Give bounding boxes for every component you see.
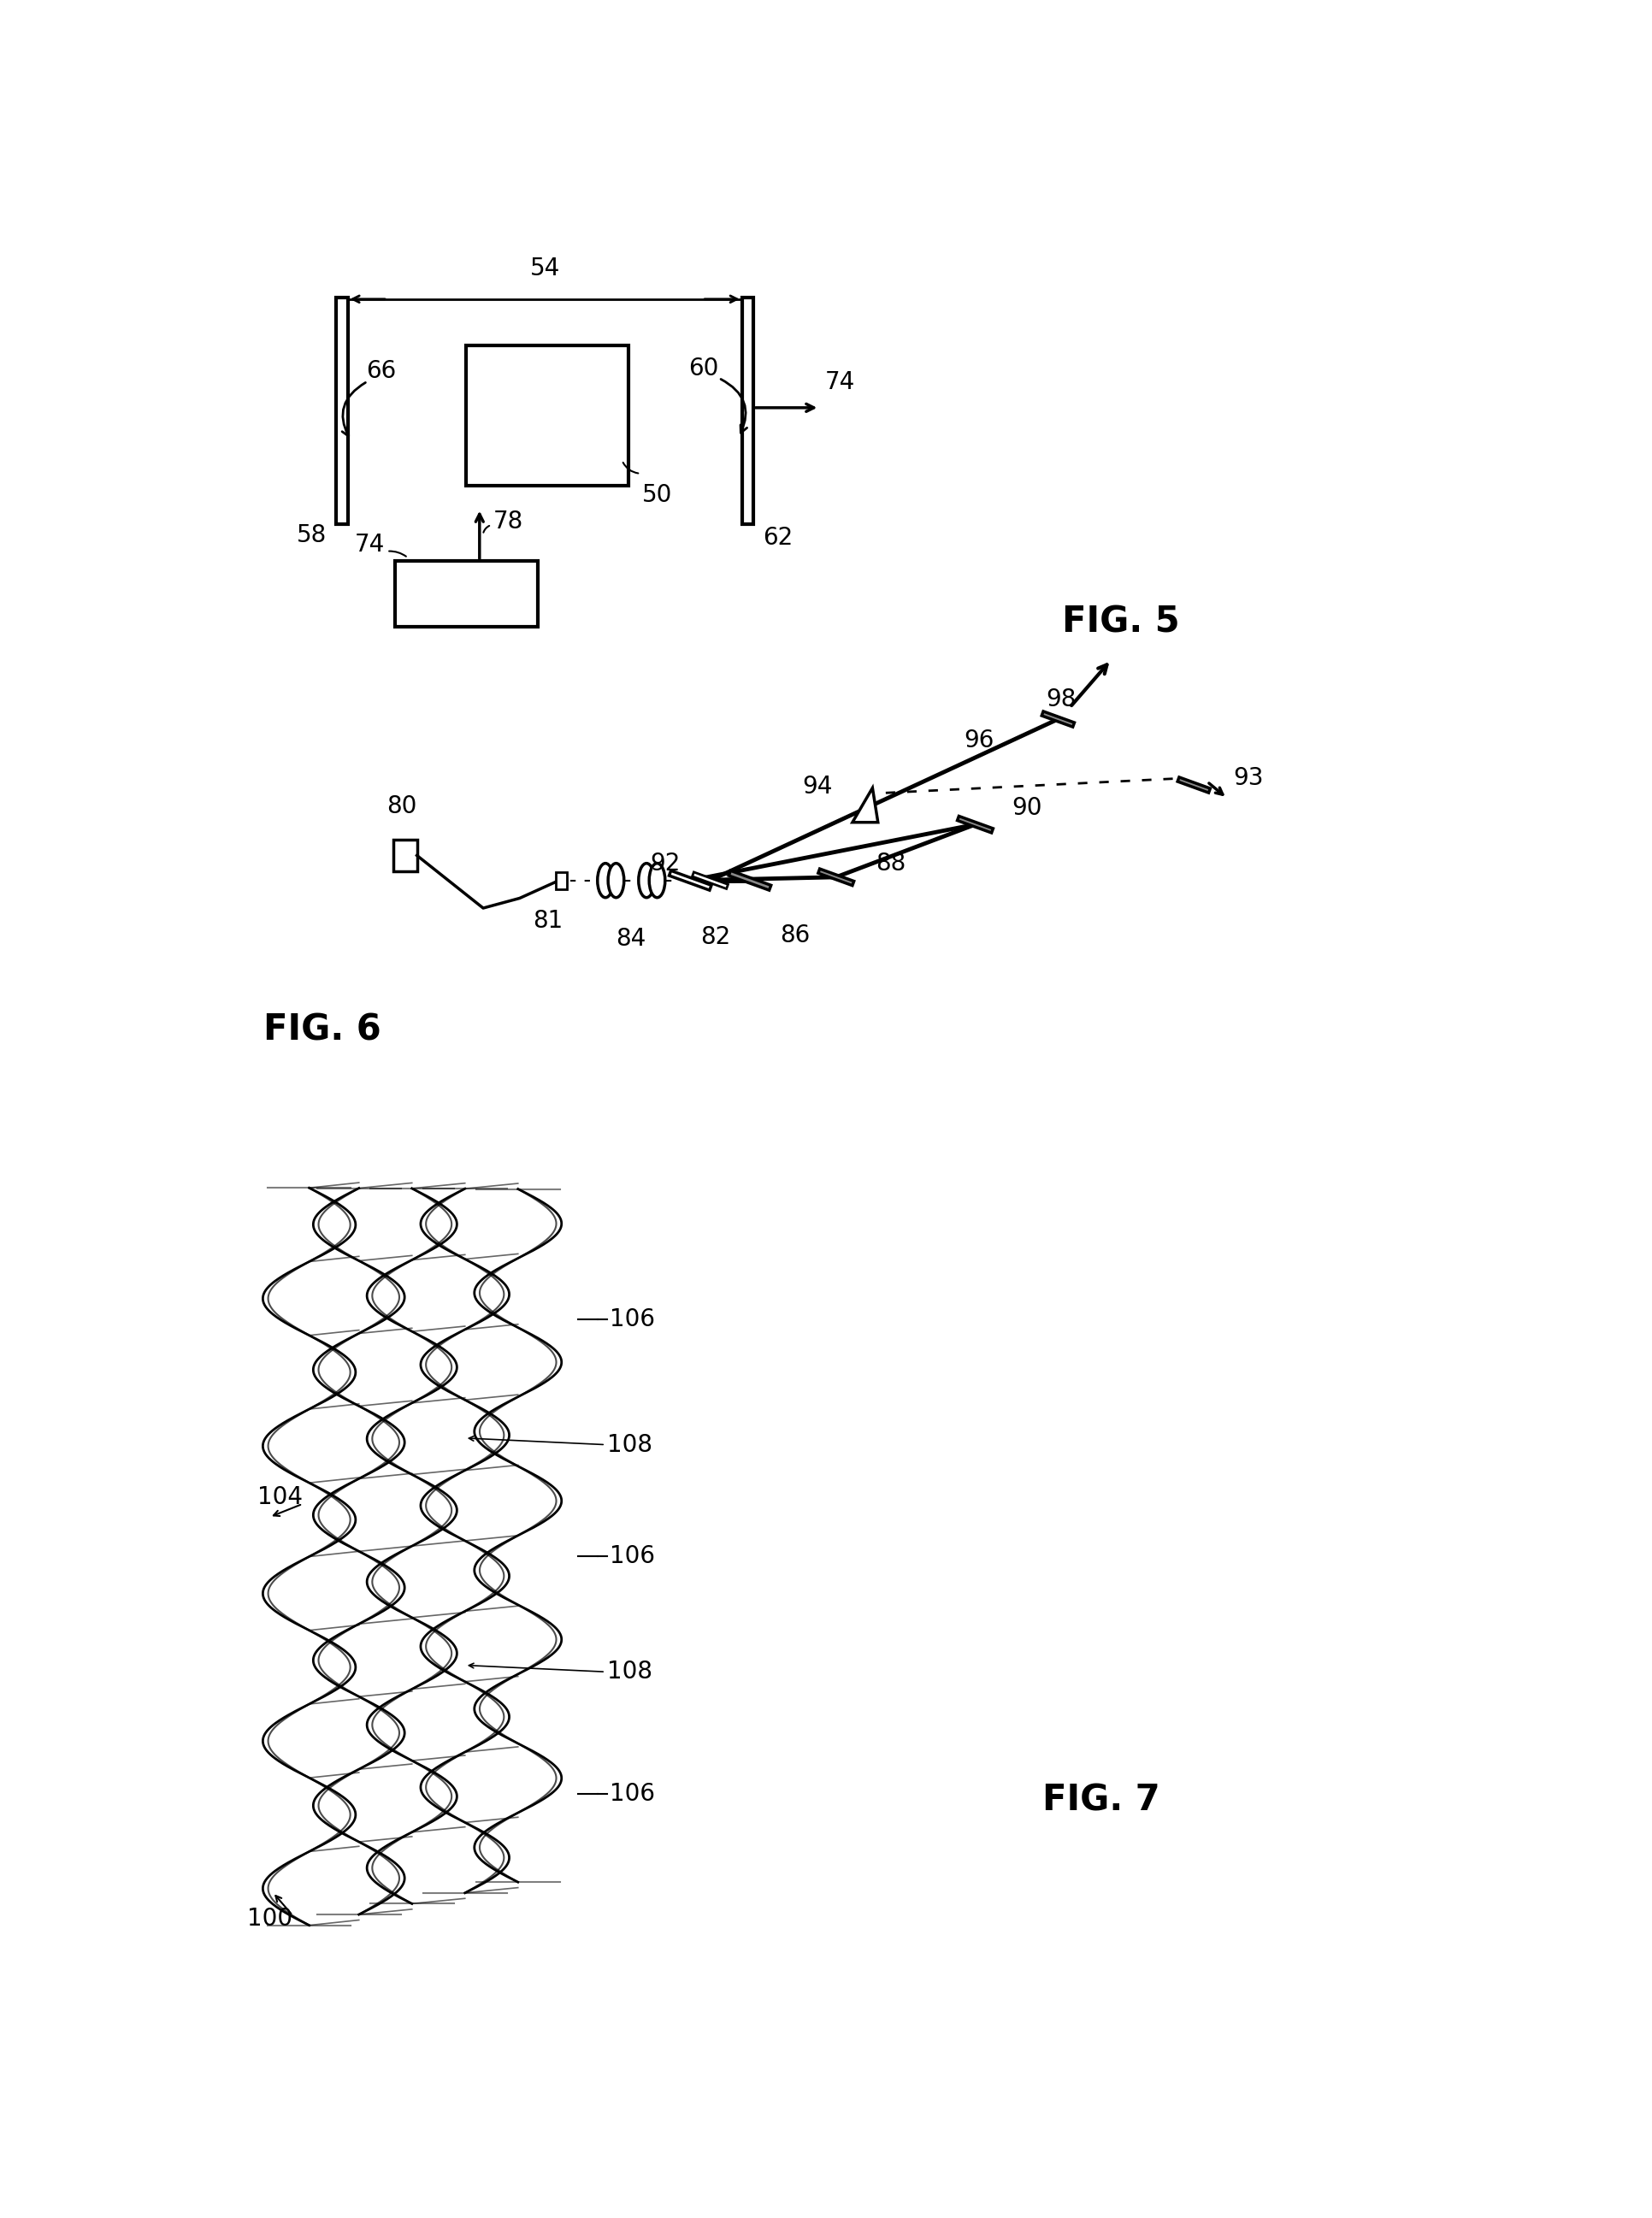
Text: 82: 82 <box>700 925 730 949</box>
Text: 93: 93 <box>1234 767 1264 790</box>
Text: 96: 96 <box>963 728 995 752</box>
Bar <box>395 561 539 628</box>
Text: 106: 106 <box>610 1309 654 1331</box>
Text: 86: 86 <box>780 923 809 947</box>
Text: 94: 94 <box>803 774 833 798</box>
Polygon shape <box>669 872 712 889</box>
Polygon shape <box>692 872 729 889</box>
FancyArrowPatch shape <box>623 464 638 472</box>
Bar <box>466 346 629 486</box>
Bar <box>337 297 347 523</box>
Bar <box>742 297 753 523</box>
Text: 106: 106 <box>610 1781 654 1805</box>
Text: 100: 100 <box>248 1907 292 1930</box>
Ellipse shape <box>598 863 613 898</box>
Text: 98: 98 <box>1046 688 1077 712</box>
Text: 104: 104 <box>258 1486 302 1508</box>
Text: 74: 74 <box>355 532 385 557</box>
Ellipse shape <box>608 863 624 898</box>
Polygon shape <box>957 816 993 832</box>
Polygon shape <box>818 869 854 885</box>
Text: 60: 60 <box>689 357 719 379</box>
Ellipse shape <box>649 863 666 898</box>
FancyArrowPatch shape <box>484 526 489 532</box>
FancyArrowPatch shape <box>342 381 365 437</box>
Text: 54: 54 <box>530 257 560 282</box>
Text: 92: 92 <box>651 852 681 876</box>
Text: 90: 90 <box>1011 796 1042 821</box>
Text: 81: 81 <box>534 909 563 934</box>
Text: 106: 106 <box>610 1544 654 1568</box>
Bar <box>393 841 416 872</box>
Polygon shape <box>852 787 877 823</box>
Text: 88: 88 <box>876 852 905 876</box>
Text: 84: 84 <box>616 927 646 952</box>
Polygon shape <box>1042 712 1074 728</box>
Polygon shape <box>1178 776 1211 792</box>
FancyArrowPatch shape <box>390 550 406 557</box>
Text: 74: 74 <box>824 370 856 395</box>
Text: FIG. 5: FIG. 5 <box>1062 603 1180 639</box>
Text: FIG. 6: FIG. 6 <box>264 1011 382 1047</box>
Text: 62: 62 <box>763 526 793 550</box>
Text: 80: 80 <box>387 794 416 818</box>
Text: 58: 58 <box>296 523 327 548</box>
Text: 108: 108 <box>608 1659 653 1683</box>
Text: 78: 78 <box>492 510 524 535</box>
Text: 50: 50 <box>643 484 672 508</box>
Text: FIG. 7: FIG. 7 <box>1042 1783 1160 1819</box>
Text: 66: 66 <box>367 359 396 384</box>
Polygon shape <box>729 872 771 889</box>
Ellipse shape <box>639 863 654 898</box>
FancyArrowPatch shape <box>720 379 747 433</box>
Bar <box>555 872 567 889</box>
Text: 108: 108 <box>608 1433 653 1457</box>
